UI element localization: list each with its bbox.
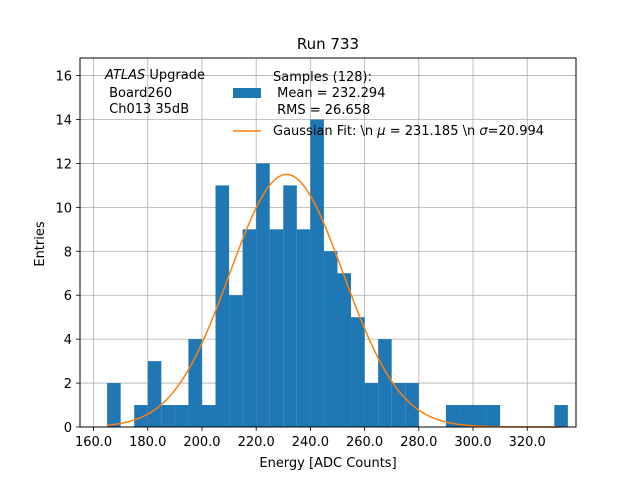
- histogram-bar: [337, 273, 352, 427]
- histogram-bar: [229, 295, 243, 427]
- x-axis-ticks: 160.0 180.0 200.0 220.0 240.0 260.0 280.0 300.0…: [75, 427, 546, 450]
- annotation-line3: Ch013 35dB: [105, 102, 189, 117]
- annotation-italic: ATLAS: [104, 68, 145, 83]
- histogram-bar: [296, 229, 311, 427]
- x-tick-label: 280.0: [400, 435, 437, 450]
- histogram-bar: [256, 163, 270, 427]
- histogram-bar: [134, 405, 148, 427]
- atlas-annotation: ATLAS Upgrade Board260 Ch013 35dB: [104, 68, 205, 117]
- chart-title: Run 733: [297, 35, 359, 53]
- x-tick-label: 180.0: [129, 435, 166, 450]
- y-tick-label: 0: [64, 421, 72, 436]
- legend: Samples (128): Mean = 232.294 RMS = 26.6…: [233, 70, 544, 139]
- histogram-bar: [351, 317, 365, 427]
- histogram-bar: [147, 361, 162, 427]
- histogram-bar: [269, 229, 284, 427]
- histogram-bars: [107, 119, 568, 427]
- x-tick-label: 200.0: [183, 435, 220, 450]
- legend-histogram-patch: [233, 88, 261, 98]
- histogram-bar: [174, 405, 189, 427]
- histogram-bar: [378, 339, 392, 427]
- y-axis-ticks: 0 2 4 6 8 10 12 14 16: [55, 70, 80, 436]
- histogram-bar: [486, 405, 501, 427]
- y-tick-label: 2: [64, 377, 72, 392]
- histogram-bar: [473, 405, 487, 427]
- y-tick-label: 4: [64, 333, 72, 348]
- gaussian-fit: [107, 173, 563, 428]
- histogram-bar: [242, 229, 257, 427]
- histogram-bar: [554, 405, 568, 427]
- histogram-bar: [201, 405, 216, 427]
- y-axis-label: Entries: [33, 221, 48, 267]
- histogram-bar: [107, 383, 121, 427]
- histogram-bar: [283, 185, 297, 427]
- y-tick-label: 12: [55, 157, 72, 172]
- plot-frame: [79, 57, 577, 428]
- histogram-bar: [215, 185, 230, 427]
- gaussian-fit-curve: [107, 173, 563, 428]
- histogram-bar: [310, 119, 324, 427]
- x-tick-label: 220.0: [238, 435, 275, 450]
- histogram-bar: [323, 251, 338, 427]
- x-tick-label: 260.0: [346, 435, 383, 450]
- legend-histogram-line3: RMS = 26.658: [273, 103, 370, 118]
- svg-text:ATLAS Upgrade: ATLAS Upgrade: [104, 68, 205, 83]
- histogram-bar: [445, 405, 460, 427]
- y-tick-label: 8: [64, 245, 72, 260]
- y-tick-label: 6: [64, 289, 72, 304]
- x-tick-label: 320.0: [509, 435, 546, 450]
- y-tick-label: 10: [55, 201, 72, 216]
- x-tick-label: 240.0: [292, 435, 329, 450]
- x-axis-label: Energy [ADC Counts]: [259, 456, 396, 471]
- x-tick-label: 300.0: [454, 435, 491, 450]
- annotation-line1-rest: Upgrade: [145, 68, 205, 83]
- histogram-bar: [459, 405, 474, 427]
- histogram-bar: [364, 383, 379, 427]
- y-tick-label: 14: [55, 114, 72, 129]
- histogram-bar: [188, 339, 202, 427]
- legend-fit-label: Gaussian Fit: \n μ = 231.185 \n σ=20.994: [273, 124, 544, 139]
- y-tick-label: 16: [55, 70, 72, 85]
- legend-histogram-line2: Mean = 232.294: [273, 86, 385, 101]
- annotation-line2: Board260: [105, 86, 172, 101]
- x-tick-label: 160.0: [75, 435, 112, 450]
- histogram-bar: [161, 405, 175, 427]
- legend-histogram-line1: Samples (128):: [273, 70, 372, 85]
